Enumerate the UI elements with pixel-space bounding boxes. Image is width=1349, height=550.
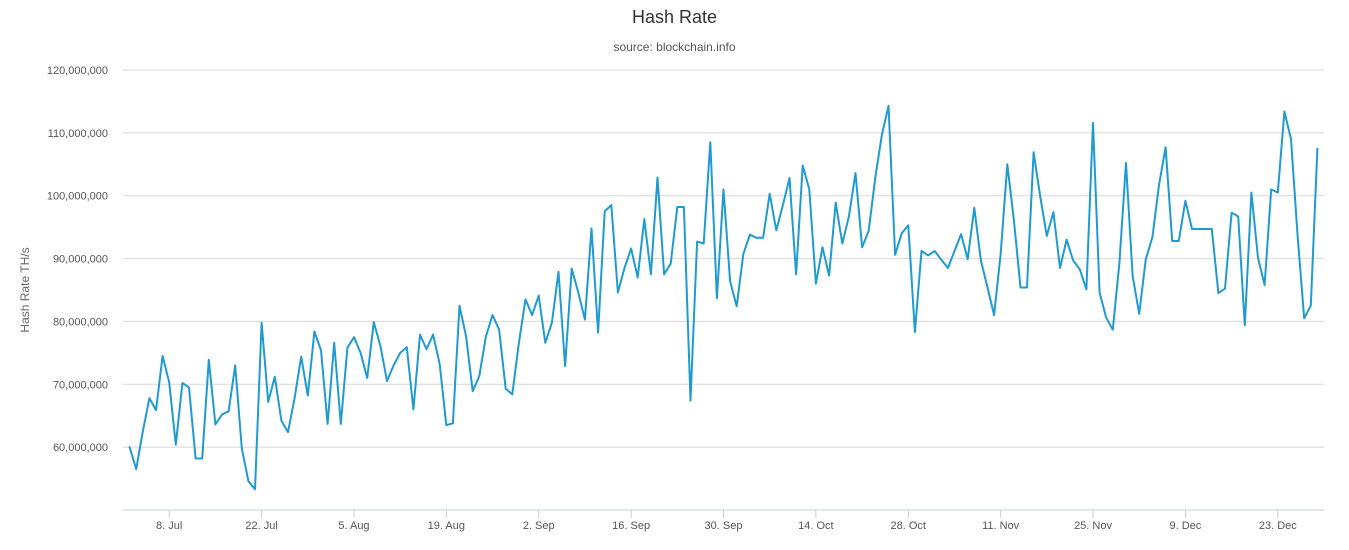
x-tick-label: 2. Sep bbox=[523, 520, 555, 532]
y-tick-label: 90,000,000 bbox=[53, 254, 108, 266]
y-axis-ticks: 60,000,000 70,000,000 80,000,000 90,000,000… bbox=[47, 65, 108, 454]
x-tick-label: 16. Sep bbox=[612, 520, 650, 532]
x-tick-label: 9. Dec bbox=[1170, 520, 1202, 532]
chart-subtitle: source: blockchain.info bbox=[613, 40, 735, 54]
x-tick-label: 23. Dec bbox=[1259, 520, 1297, 532]
x-tick-label: 11. Nov bbox=[982, 520, 1020, 532]
x-tick-label: 5. Aug bbox=[338, 520, 369, 532]
grid-lines bbox=[123, 69, 1324, 448]
y-tick-label: 70,000,000 bbox=[53, 379, 108, 391]
y-tick-label: 110,000,000 bbox=[48, 128, 108, 140]
y-tick-label: 60,000,000 bbox=[53, 442, 108, 454]
x-axis-ticks: 8. Jul 22. Jul 5. Aug 19. Aug 2. Sep 16. Sep 3… bbox=[156, 510, 1297, 532]
x-tick-label: 8. Jul bbox=[156, 520, 182, 532]
series-layer bbox=[128, 104, 1319, 491]
x-tick-label: 19. Aug bbox=[428, 520, 465, 532]
x-tick-label: 22. Jul bbox=[245, 520, 277, 532]
x-tick-label: 25. Nov bbox=[1074, 520, 1112, 532]
x-tick-label: 14. Oct bbox=[798, 520, 833, 532]
y-tick-label: 120,000,000 bbox=[47, 65, 108, 77]
chart-title: Hash Rate bbox=[632, 7, 717, 27]
series-line bbox=[128, 104, 1319, 491]
y-axis-label: Hash Rate TH/s bbox=[18, 247, 32, 332]
x-tick-label: 30. Sep bbox=[705, 520, 743, 532]
y-tick-label: 80,000,000 bbox=[53, 316, 108, 328]
x-tick-label: 28. Oct bbox=[891, 520, 926, 532]
y-tick-label: 100,000,000 bbox=[47, 191, 108, 203]
